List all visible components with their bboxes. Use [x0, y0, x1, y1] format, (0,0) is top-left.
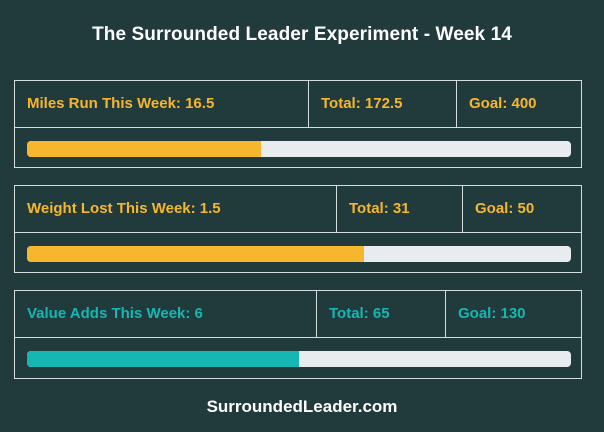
value-adds-weekly-label: Value Adds This Week: 6 [27, 305, 203, 322]
cell-divider [308, 81, 309, 127]
value-adds-total-label: Total: 65 [329, 305, 390, 322]
site-link[interactable]: SurroundedLeader.com [206, 397, 398, 416]
weight-lost-progress-fill [27, 246, 365, 262]
value-adds-goal-label: Goal: 130 [458, 305, 526, 322]
cell-divider [316, 291, 317, 337]
cell-divider [456, 81, 457, 127]
miles-run-total-label: Total: 172.5 [321, 95, 403, 112]
value-adds-stats-row: Value Adds This Week: 6 Total: 65 Goal: … [15, 291, 581, 338]
weight-lost-panel: Weight Lost This Week: 1.5 Total: 31 Goa… [14, 185, 582, 273]
weight-lost-stats-row: Weight Lost This Week: 1.5 Total: 31 Goa… [15, 186, 581, 233]
miles-run-progress-fill [27, 141, 261, 157]
cell-divider [445, 291, 446, 337]
cell-divider [462, 186, 463, 232]
value-adds-progress-fill [27, 351, 299, 367]
miles-run-goal-label: Goal: 400 [469, 95, 537, 112]
weight-lost-goal-label: Goal: 50 [475, 200, 535, 217]
value-adds-progress-bar [27, 351, 571, 367]
weight-lost-total-label: Total: 31 [349, 200, 410, 217]
miles-run-stats-row: Miles Run This Week: 16.5 Total: 172.5 G… [15, 81, 581, 128]
weight-lost-weekly-label: Weight Lost This Week: 1.5 [27, 200, 221, 217]
weight-lost-progress-bar [27, 246, 571, 262]
miles-run-weekly-label: Miles Run This Week: 16.5 [27, 95, 215, 112]
cell-divider [336, 186, 337, 232]
miles-run-panel: Miles Run This Week: 16.5 Total: 172.5 G… [14, 80, 582, 168]
value-adds-panel: Value Adds This Week: 6 Total: 65 Goal: … [14, 290, 582, 379]
miles-run-progress-bar [27, 141, 571, 157]
page-title: The Surrounded Leader Experiment - Week … [92, 24, 512, 45]
